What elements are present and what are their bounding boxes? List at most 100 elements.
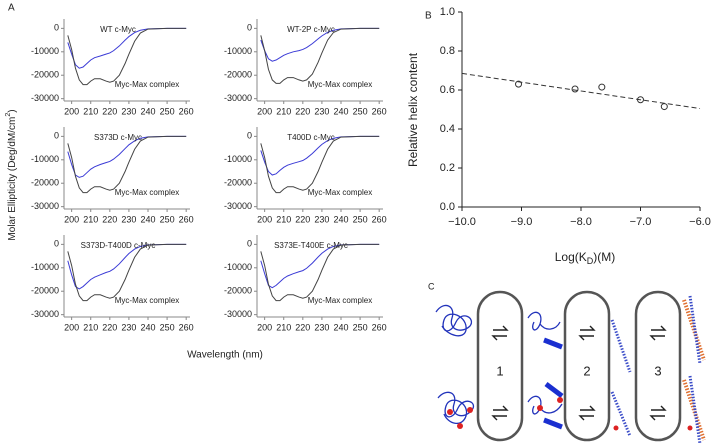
y-tick-label: -20000: [224, 178, 252, 188]
y-tick-label: 0: [247, 23, 252, 33]
x-axis-label-sub: D: [587, 256, 594, 266]
phospho-site: [557, 397, 563, 403]
y-tick-label: -10000: [224, 46, 252, 56]
spectrum-line: [260, 27, 380, 62]
x-tick-label: 220: [295, 106, 310, 116]
helix: [544, 382, 564, 398]
y-tick-label: -10000: [224, 262, 252, 272]
helix: [543, 417, 563, 430]
x-tick-label: −6.0: [689, 216, 711, 228]
phospho-site: [447, 409, 453, 415]
equilibrium-arrow: [579, 405, 595, 421]
y-tick-label: -20000: [31, 178, 59, 188]
y-tick-label: -20000: [31, 286, 59, 296]
equilibrium-arrow: [579, 325, 595, 341]
y-tick-label: -30000: [31, 201, 59, 211]
x-tick-label: 240: [140, 214, 155, 224]
x-tick-label: 200: [64, 214, 79, 224]
y-tick-label: 0.0: [440, 201, 455, 213]
x-tick-label: 220: [295, 214, 310, 224]
x-tick-label: 250: [160, 214, 175, 224]
x-tick-label: 240: [333, 322, 348, 332]
spectrum-line: [67, 135, 187, 194]
y-axis-label-part: Molar Ellipticity (Deg/dM/cm: [7, 117, 18, 241]
x-tick-label: 230: [121, 322, 136, 332]
x-tick-label: 210: [276, 106, 291, 116]
x-tick-label: 230: [121, 106, 136, 116]
x-tick-label: 240: [333, 214, 348, 224]
x-tick-label: −8.0: [570, 216, 592, 228]
x-tick-label: 200: [257, 214, 272, 224]
y-tick-label: 0.2: [440, 162, 455, 174]
data-point: [598, 83, 606, 91]
x-tick-label: 240: [140, 322, 155, 332]
x-tick-label: 250: [353, 106, 368, 116]
series-label: Myc-Max complex: [308, 188, 372, 197]
helix: [688, 375, 702, 445]
y-axis-label: Molar Ellipticity (Deg/dM/cm2): [5, 109, 18, 240]
x-axis-label-part: Log(K: [555, 250, 587, 264]
series-label: Myc-Max complex: [308, 296, 372, 305]
y-tick-label: 0.8: [440, 45, 455, 57]
series-label: WT-2P c-Myc: [287, 25, 335, 34]
x-tick-label: 230: [314, 214, 329, 224]
x-tick-label: −10.0: [448, 216, 476, 228]
y-tick-label: -30000: [224, 201, 252, 211]
equilibrium-arrow: [492, 405, 508, 421]
phospho-site: [687, 425, 693, 431]
series-label: S373D-T400D c-Myc: [81, 241, 156, 250]
series-label: Myc-Max complex: [115, 80, 179, 89]
y-tick-label: -10000: [31, 262, 59, 272]
spectrum-line: [260, 135, 380, 176]
x-tick-label: 250: [353, 322, 368, 332]
y-axis-label-sup: 2: [5, 113, 12, 117]
x-tick-label: 220: [102, 322, 117, 332]
spectrum-line: [67, 27, 187, 86]
y-tick-label: 0: [247, 239, 252, 249]
panel-label: C: [428, 281, 435, 291]
x-tick-label: 260: [372, 214, 387, 224]
y-tick-label: 0: [54, 131, 59, 141]
y-tick-label: -30000: [31, 93, 59, 103]
data-point: [571, 85, 579, 93]
x-tick-label: 210: [83, 214, 98, 224]
x-axis-label-part: )(M): [593, 250, 615, 264]
fit-line: [461, 72, 701, 110]
x-tick-label: 220: [295, 322, 310, 332]
y-tick-label: 1.0: [440, 6, 455, 18]
helix: [688, 295, 702, 365]
x-tick-label: 230: [314, 106, 329, 116]
panel-label: A: [8, 3, 15, 14]
series-label: T400D c-Myc: [287, 133, 335, 142]
x-tick-label: 200: [64, 322, 79, 332]
x-tick-label: 260: [372, 322, 387, 332]
equilibrium-arrow: [650, 325, 666, 341]
spectrum-line: [67, 243, 187, 290]
x-tick-label: 250: [353, 214, 368, 224]
y-tick-label: -10000: [31, 46, 59, 56]
spectrum-line: [260, 27, 380, 84]
x-tick-label: 260: [179, 214, 194, 224]
y-tick-label: -20000: [31, 70, 59, 80]
x-tick-label: −9.0: [511, 216, 533, 228]
phospho-site: [457, 423, 463, 429]
helix: [610, 391, 632, 437]
y-tick-label: 0: [54, 23, 59, 33]
y-tick-label: -10000: [224, 154, 252, 164]
x-tick-label: 200: [257, 322, 272, 332]
x-tick-label: 210: [276, 322, 291, 332]
y-tick-label: -20000: [224, 286, 252, 296]
x-tick-label: 210: [83, 106, 98, 116]
spectrum-line: [67, 27, 187, 69]
step-box: [634, 290, 682, 442]
x-tick-label: 200: [64, 106, 79, 116]
spectrum-line: [260, 243, 380, 302]
y-tick-label: 0.4: [440, 123, 455, 135]
step-number: 1: [496, 363, 503, 378]
x-tick-label: 220: [102, 214, 117, 224]
protein-cartoon: [527, 311, 561, 331]
data-point: [515, 80, 523, 88]
x-tick-label: 260: [179, 322, 194, 332]
series-label: Myc-Max complex: [115, 188, 179, 197]
